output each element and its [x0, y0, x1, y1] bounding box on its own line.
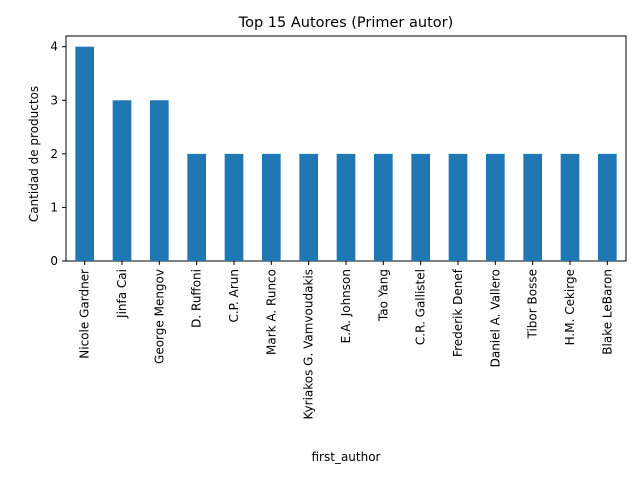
x-tick-label-9: C.R. Gallistel: [414, 269, 428, 345]
chart-title: Top 15 Autores (Primer autor): [238, 15, 454, 31]
y-axis: 0 1 2 3 4: [50, 40, 66, 268]
bar-11: [486, 153, 505, 261]
bar-2: [150, 100, 169, 261]
y-tick-label-4: 4: [50, 40, 58, 54]
bar-10: [448, 153, 468, 261]
bar-14: [598, 153, 617, 261]
x-tick-label-10: Frederik Denef: [451, 268, 465, 357]
x-tick-label-8: Tao Yang: [376, 269, 390, 322]
x-axis-label: first_author: [312, 450, 381, 464]
bar-9: [411, 153, 430, 261]
bar-6: [299, 153, 318, 261]
y-tick-label-1: 1: [50, 200, 58, 214]
bars: [75, 46, 617, 262]
x-tick-label-14: Blake LeBaron: [600, 269, 614, 355]
x-tick-label-0: Nicole Gardner: [78, 269, 92, 359]
x-tick-label-5: Mark A. Runco: [264, 269, 278, 355]
bar-3: [187, 153, 206, 261]
y-tick-label-3: 3: [50, 93, 58, 107]
x-tick-label-13: H.M. Cekirge: [563, 269, 577, 345]
y-tick-label-2: 2: [50, 147, 58, 161]
x-tick-label-12: Tibor Bosse: [526, 269, 540, 339]
x-tick-label-4: C.P. Arun: [227, 269, 241, 323]
bar-8: [374, 153, 393, 261]
x-tick-label-11: Daniel A. Vallero: [488, 269, 502, 367]
bar-0: [75, 46, 94, 262]
bar-13: [560, 153, 580, 261]
x-tick-label-1: Jinfa Cai: [115, 269, 129, 319]
bar-5: [262, 153, 281, 261]
bar-7: [336, 153, 356, 261]
x-axis: Nicole Gardner Jinfa Cai George Mengov D. R…: [78, 261, 614, 419]
y-axis-label: Cantidad de productos: [27, 86, 41, 222]
bar-1: [112, 100, 132, 261]
bar-4: [224, 153, 244, 261]
y-tick-label-0: 0: [50, 254, 58, 268]
x-tick-label-7: E.A. Johnson: [339, 269, 353, 343]
x-tick-label-2: George Mengov: [152, 269, 166, 364]
x-tick-label-6: Kyriakos G. Vamvoudakis: [302, 269, 316, 419]
x-tick-label-3: D. Ruffoni: [190, 269, 204, 328]
bar-12: [523, 153, 542, 261]
